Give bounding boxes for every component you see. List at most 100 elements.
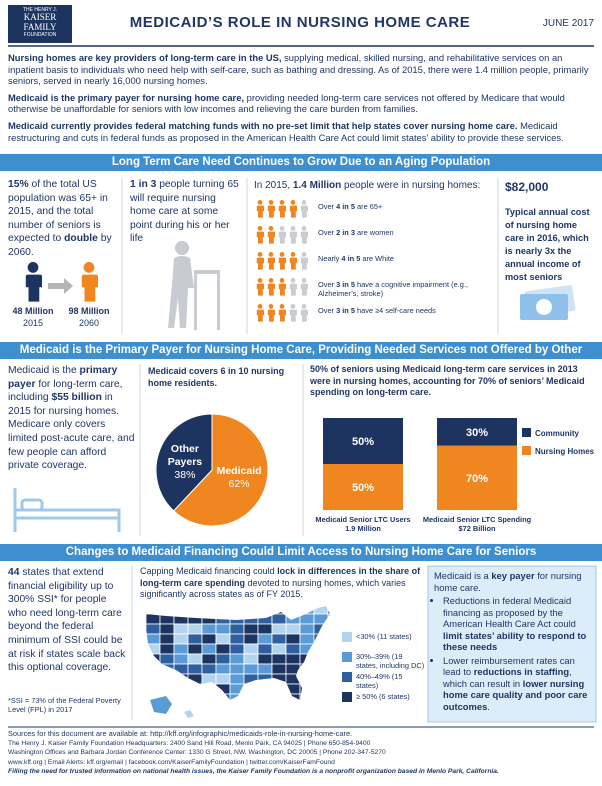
key-payer: Medicaid is a key payer for nursing home… xyxy=(434,570,592,714)
person-icon xyxy=(256,252,264,270)
state-tile xyxy=(215,606,231,615)
need-text: 1 in 3 people turning 65 will require nu… xyxy=(130,178,242,246)
icon-head xyxy=(27,262,39,273)
map-legend-swatch xyxy=(342,632,352,642)
text-run: $55 billion xyxy=(51,392,102,404)
icon-body xyxy=(278,231,286,244)
person-icon xyxy=(278,226,286,244)
state-tile xyxy=(271,693,287,700)
text-run: of the total US population was 65+ in 20… xyxy=(8,179,108,245)
text-run: have a cognitive impairment (e.g., Alzhe… xyxy=(318,280,468,298)
person-icon xyxy=(256,200,264,218)
state-tile xyxy=(173,606,189,615)
pie-label: Medicaid 62% xyxy=(211,465,267,491)
map-legend-label: <30% (11 states) xyxy=(356,632,412,641)
pie-slice xyxy=(155,413,213,512)
date: JUNE 2017 xyxy=(542,18,594,29)
icon-head xyxy=(290,304,296,309)
state-tile xyxy=(285,613,301,625)
state-tile xyxy=(243,673,259,685)
state-tile xyxy=(146,613,161,625)
icon-body xyxy=(256,231,264,244)
state-tile xyxy=(257,673,273,685)
state-tile xyxy=(257,623,273,635)
state-tile xyxy=(257,683,273,695)
state-tile xyxy=(173,623,189,635)
text-run: by 2060. xyxy=(8,233,112,258)
icon-body xyxy=(267,283,275,296)
state-tile xyxy=(243,663,259,675)
money-icon xyxy=(520,285,576,320)
icon-row xyxy=(256,304,308,322)
icon-head xyxy=(279,252,285,257)
icon-head xyxy=(257,252,263,257)
state-tile xyxy=(313,673,329,685)
text-run: for long-term care, including xyxy=(8,378,123,404)
logo-line: KAISER xyxy=(23,12,57,22)
icon-body xyxy=(300,309,308,322)
text-run: supplying medical, skilled nursing, and … xyxy=(8,52,589,87)
state-tile xyxy=(187,683,203,695)
icon-body xyxy=(300,257,308,270)
state-tile xyxy=(229,683,245,695)
person-icon xyxy=(300,304,308,322)
state-tile xyxy=(257,663,273,675)
text-run: 70% xyxy=(478,375,497,386)
state-tile xyxy=(215,633,231,645)
state-tile xyxy=(243,623,259,635)
category-name: Medicaid Senior LTC Spending xyxy=(422,515,532,524)
icon-head xyxy=(279,304,285,309)
info-box xyxy=(427,565,597,723)
text-run: limit states’ ability to respond to thes… xyxy=(443,629,587,653)
state-tile xyxy=(299,683,315,695)
person-icon xyxy=(267,252,275,270)
text-run: states that extend financial eligibility… xyxy=(8,567,126,674)
state-tile xyxy=(299,606,315,615)
person-icon xyxy=(25,262,42,302)
state-tile xyxy=(201,693,217,700)
bed-icon xyxy=(13,488,121,532)
state-tile xyxy=(201,633,217,645)
map-legend-label: ≥ 50% (6 states) xyxy=(356,692,410,701)
state-tile xyxy=(327,683,330,695)
state-tile xyxy=(173,673,189,685)
text-run: 4 in 5 xyxy=(336,202,355,211)
state-tile xyxy=(187,606,203,615)
section-bar: Changes to Medicaid Financing Could Limi… xyxy=(0,544,602,561)
figure-amount: 48 Million xyxy=(12,306,54,316)
state-tile xyxy=(299,693,315,700)
state-tile xyxy=(313,623,329,635)
icon-head xyxy=(257,278,263,283)
bar-value-label: 50% xyxy=(352,482,374,494)
nursing-heading: In 2015, 1.4 Million people were in nurs… xyxy=(254,180,494,192)
bullet: Lower reimbursement rates can lead to re… xyxy=(443,655,592,713)
icon-head xyxy=(290,278,296,283)
footer-line: Washington Offices and Barbara Jordan Co… xyxy=(8,749,386,757)
state-tile xyxy=(229,663,245,675)
row-text: Over 3 in 5 have ≥4 self-care needs xyxy=(318,306,496,315)
person-icon xyxy=(256,278,264,296)
person-icon xyxy=(267,304,275,322)
state-tile xyxy=(201,643,217,655)
state-tile xyxy=(313,643,329,655)
icon-body xyxy=(300,231,308,244)
eligibility-text: 44 states that extend financial eligibil… xyxy=(8,566,128,675)
state-tile xyxy=(215,673,231,685)
bar-segment xyxy=(437,418,517,446)
icon-head xyxy=(301,304,307,309)
text-run: double xyxy=(64,233,98,245)
icon-head xyxy=(301,226,307,231)
state-tile xyxy=(187,613,203,625)
bar-category: Medicaid Senior LTC Spending $72 Billion xyxy=(417,515,537,533)
state-tile xyxy=(299,623,315,635)
person-icon xyxy=(300,226,308,244)
icon-head xyxy=(279,226,285,231)
text-run: 1 in 3 xyxy=(130,179,157,190)
state-tile xyxy=(215,693,231,700)
state-tile xyxy=(146,683,161,695)
state-tile xyxy=(243,653,259,665)
text-run: Over xyxy=(318,228,337,237)
person-icon xyxy=(300,200,308,218)
state-tile xyxy=(327,613,330,625)
